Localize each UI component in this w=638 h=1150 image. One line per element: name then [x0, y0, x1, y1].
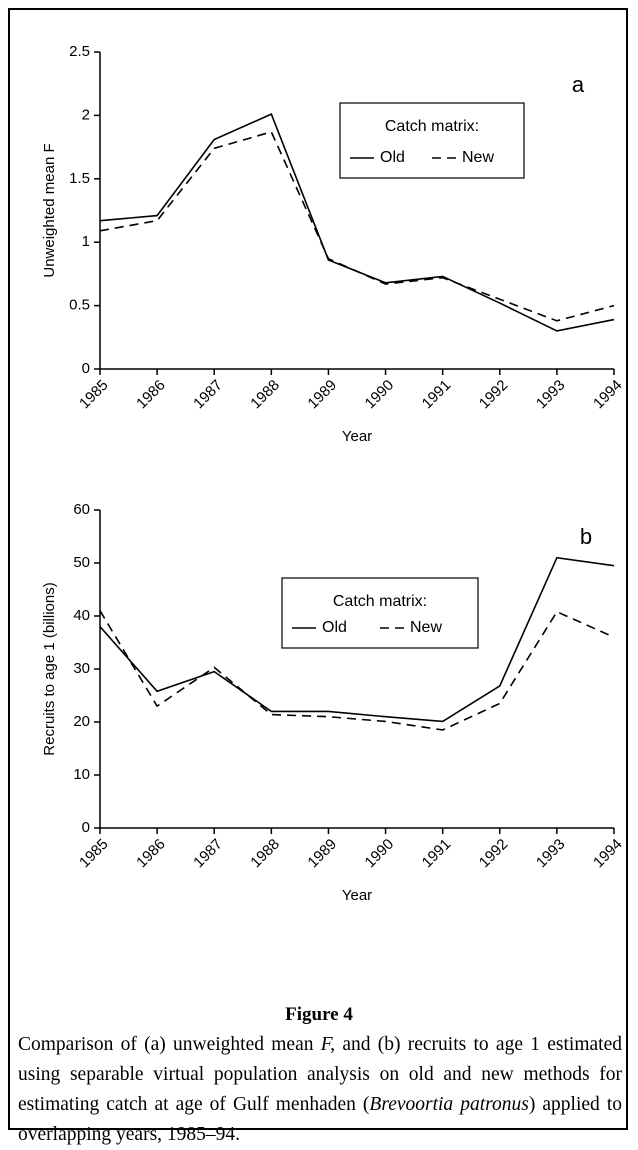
x-tick-label: 1994	[590, 836, 626, 872]
x-tick-label: 1988	[247, 377, 283, 413]
legend-label: New	[462, 149, 494, 166]
legend-box	[339, 102, 525, 179]
y-tick-label: 60	[73, 501, 90, 518]
y-tick-label: 2	[82, 106, 90, 123]
x-tick-label: 1988	[247, 836, 283, 872]
y-tick-label: 0	[82, 360, 90, 377]
series-line	[99, 610, 615, 731]
x-tick-label: 1986	[133, 836, 169, 872]
caption-run: F,	[320, 1034, 336, 1055]
y-tick-label: 0.5	[69, 297, 90, 314]
x-tick-label: 1993	[533, 377, 569, 413]
x-axis-label: Year	[342, 887, 372, 904]
y-tick-label: 1	[82, 233, 90, 250]
x-tick-label: 1990	[362, 377, 398, 413]
y-tick-label: 0	[82, 819, 90, 836]
y-tick-label: 2.5	[69, 43, 90, 60]
y-axis-label: Recruits to age 1 (billions)	[41, 582, 58, 755]
y-axis-label: Unweighted mean F	[41, 143, 58, 277]
caption-label: Figure 4	[285, 1004, 353, 1025]
charts: 0 0.5 1 1.5 2 2.5 1985 1986 1987 1988 1989 1990 1991…	[41, 43, 626, 904]
y-tick-label: 40	[73, 607, 90, 624]
legend-label: Old	[322, 619, 347, 636]
x-tick-label: 1990	[362, 836, 398, 872]
legend-title: Catch matrix:	[333, 593, 427, 610]
annotation: a	[572, 72, 585, 97]
x-tick-label: 1985	[76, 836, 112, 872]
figure-frame	[8, 8, 628, 1130]
y-tick-label: 10	[73, 766, 90, 783]
legend-box	[281, 577, 479, 649]
x-tick-label: 1985	[76, 377, 112, 413]
caption-run: Comparison of (a) unweighted mean	[18, 1034, 321, 1055]
x-tick-label: 1987	[190, 836, 226, 872]
y-tick-label: 30	[73, 660, 90, 677]
annotation: b	[580, 524, 592, 549]
x-tick-label: 1987	[190, 377, 226, 413]
x-tick-label: 1992	[476, 377, 512, 413]
y-tick-label: 20	[73, 713, 90, 730]
legend-label: New	[410, 619, 442, 636]
caption-run: and (b) recruits to age 1 estimated usin…	[18, 1034, 622, 1115]
series-line	[99, 556, 615, 723]
x-tick-label: 1989	[304, 836, 340, 872]
caption-text: Comparison of (a) unweighted mean F, and…	[18, 1030, 622, 1150]
caption-run: Brevoortia patronus	[369, 1094, 529, 1115]
y-tick-label: 50	[73, 554, 90, 571]
legend-title: Catch matrix:	[385, 118, 479, 135]
x-tick-label: 1991	[419, 377, 455, 413]
x-tick-label: 1994	[590, 377, 626, 413]
series-line	[99, 130, 615, 322]
x-axis-label: Year	[342, 428, 372, 445]
x-tick-label: 1991	[419, 836, 455, 872]
y-tick-label: 1.5	[69, 170, 90, 187]
x-tick-label: 1989	[304, 377, 340, 413]
x-tick-label: 1993	[533, 836, 569, 872]
x-tick-label: 1992	[476, 836, 512, 872]
legend-label: Old	[380, 149, 405, 166]
x-tick-label: 1986	[133, 377, 169, 413]
